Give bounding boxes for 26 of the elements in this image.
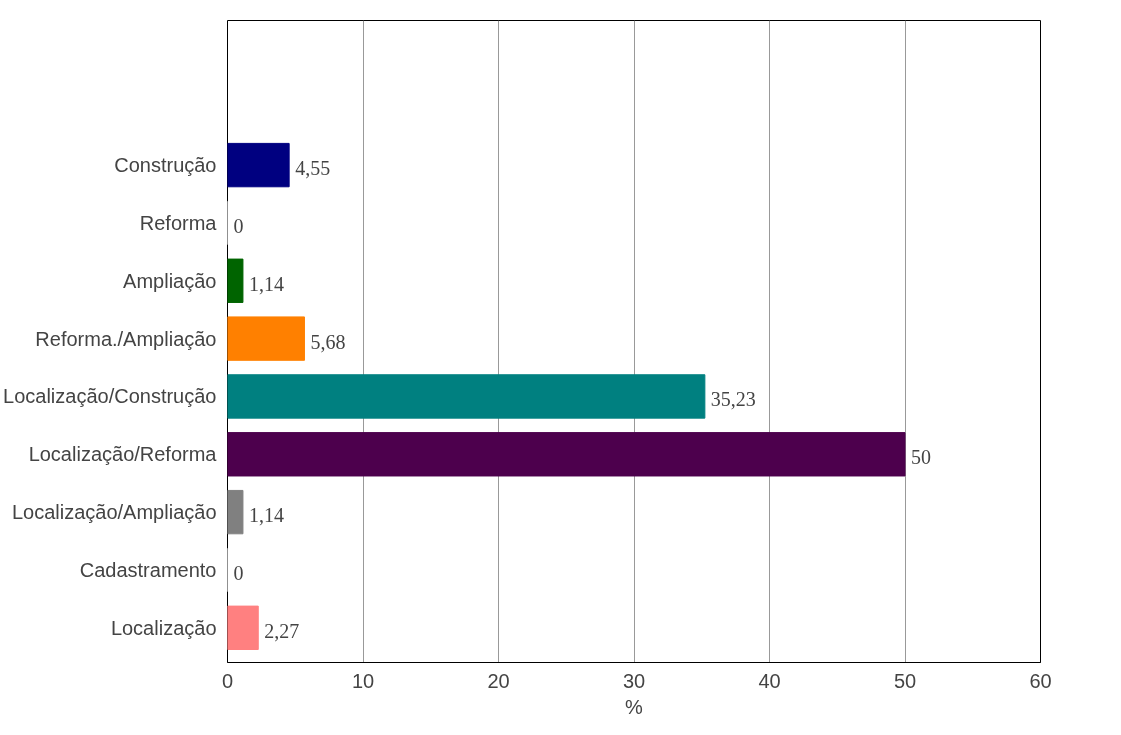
data-label: 0	[233, 214, 244, 237]
data-label: 5,68	[310, 330, 346, 353]
x-tick-label: 40	[758, 669, 781, 692]
x-tick-label: 30	[622, 669, 646, 692]
x-tick-label: 20	[487, 669, 510, 692]
y-tick-label: Localização/Ampliação	[11, 501, 217, 524]
y-tick-label: Cadastramento	[79, 558, 217, 581]
data-label: 4,55	[295, 157, 331, 180]
x-axis-title: %	[625, 695, 644, 718]
data-label: 1,14	[248, 504, 284, 527]
data-label: 50	[911, 446, 931, 469]
data-label: 0	[233, 561, 244, 584]
x-tick-label: 0	[221, 669, 234, 692]
x-tick-label: 10	[351, 669, 375, 692]
data-label: 1,14	[248, 272, 284, 295]
y-tick-label: Localização/Construção	[3, 385, 217, 408]
y-tick-label: Reforma./Ampliação	[35, 327, 217, 350]
x-tick-label: 60	[1029, 669, 1052, 692]
y-tick-label: Reforma	[139, 211, 218, 234]
data-label: 35,23	[710, 388, 756, 411]
data-label: 2,27	[264, 619, 300, 642]
y-tick-label: Construção	[114, 154, 217, 177]
y-tick-label: Localização/Reforma	[28, 443, 218, 466]
y-tick-label: Ampliação	[123, 269, 217, 292]
x-tick-label: 50	[893, 669, 917, 692]
y-tick-label: Localização	[110, 616, 217, 639]
